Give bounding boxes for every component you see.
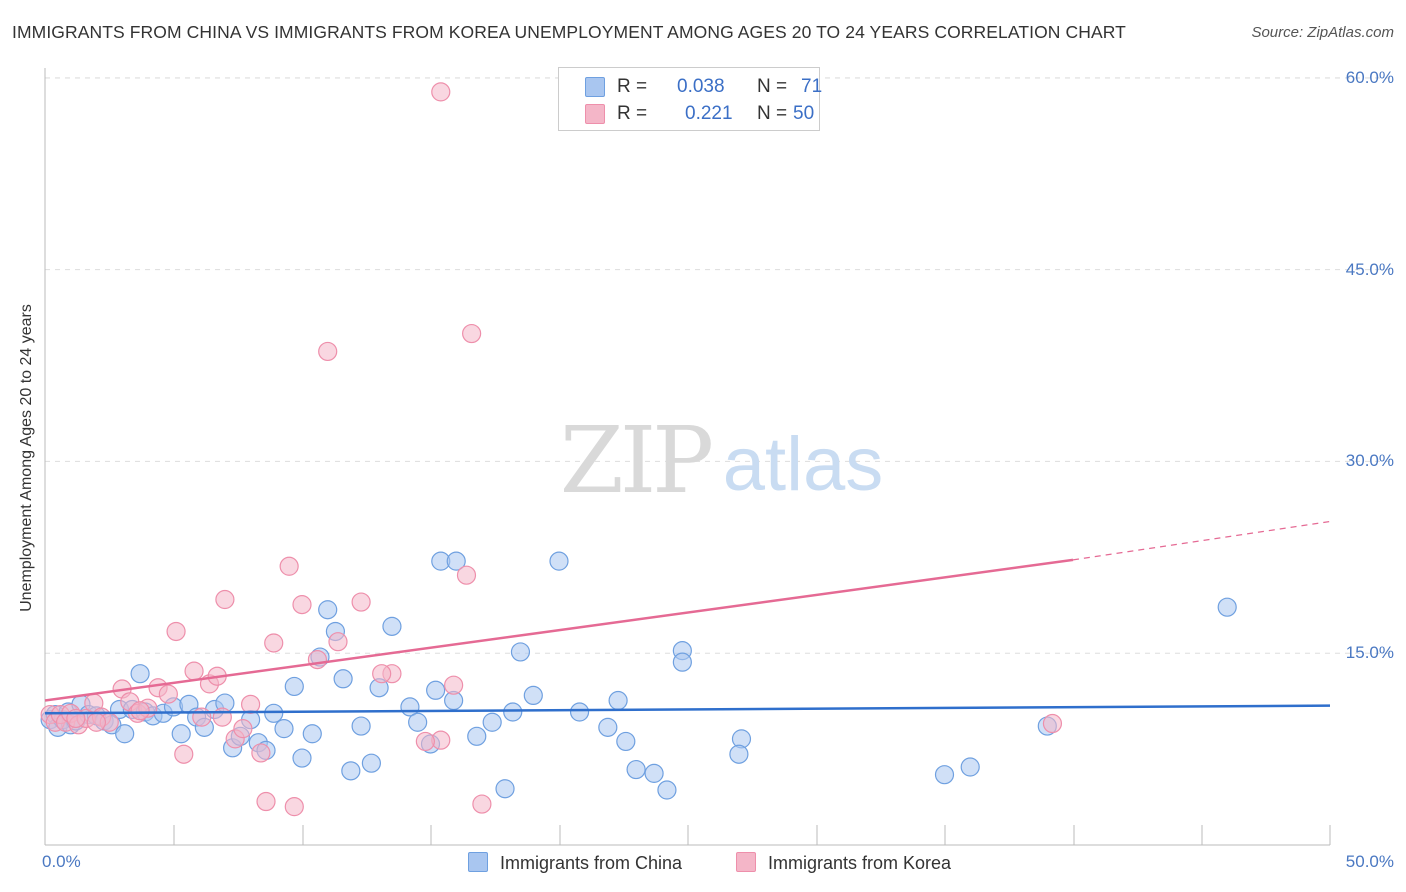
korea-point xyxy=(431,82,451,102)
bottom-legend-swatch-korea xyxy=(736,852,756,872)
china-point xyxy=(264,703,284,723)
china-point xyxy=(598,717,618,737)
x-tick-label-min: 0.0% xyxy=(42,852,81,871)
correlation-legend: R = 0.038 N = 71 R = 0.221 N = 50 xyxy=(558,67,823,131)
china-point xyxy=(382,616,402,636)
chart-title: IMMIGRANTS FROM CHINA VS IMMIGRANTS FROM… xyxy=(12,22,1126,42)
korea-point xyxy=(1042,713,1063,734)
china-point xyxy=(934,765,955,785)
china-point xyxy=(616,731,636,752)
korea-point xyxy=(318,341,338,362)
bottom-legend-label-korea: Immigrants from Korea xyxy=(768,853,952,873)
korea-point xyxy=(372,664,392,684)
korea-point xyxy=(307,649,328,670)
korea-point xyxy=(215,589,235,610)
china-point xyxy=(302,724,322,744)
korea-point xyxy=(86,712,107,732)
bottom-legend-china: Immigrants from China xyxy=(468,852,682,874)
legend-r-label: R = xyxy=(617,103,648,124)
china-point xyxy=(446,551,466,571)
china-point xyxy=(495,779,515,799)
gridlines xyxy=(45,77,1395,654)
china-point xyxy=(130,664,150,684)
bottom-legend-swatch-china xyxy=(468,852,488,872)
china-point xyxy=(351,716,371,736)
china-point xyxy=(549,551,569,571)
china-point xyxy=(569,702,590,722)
legend-n-label: N = xyxy=(757,76,788,97)
korea-trend-line xyxy=(44,558,1074,702)
china-point xyxy=(115,724,135,744)
china-point xyxy=(361,753,381,773)
china-point xyxy=(292,748,312,768)
korea-point xyxy=(462,323,482,344)
korea-point xyxy=(292,595,312,615)
korea-point xyxy=(351,592,371,612)
china-point xyxy=(960,757,980,777)
china-point xyxy=(318,600,338,620)
legend-swatch-china xyxy=(585,77,605,97)
china-point xyxy=(626,759,646,780)
x-tick-label-max: 50.0% xyxy=(1345,852,1394,871)
korea-point xyxy=(444,675,464,695)
chart-source: Source: ZipAtlas.com xyxy=(1251,24,1394,41)
korea-point xyxy=(241,694,261,714)
korea-point xyxy=(256,791,276,812)
korea-point xyxy=(184,661,204,681)
y-tick-label: 30.0% xyxy=(1345,451,1394,471)
korea-trend-extension xyxy=(1072,520,1331,561)
china-point xyxy=(333,669,353,689)
bottom-legend-label-china: Immigrants from China xyxy=(500,853,683,873)
korea-point xyxy=(264,633,284,653)
china-point xyxy=(608,690,628,711)
korea-point xyxy=(284,797,304,817)
china-point xyxy=(503,702,523,722)
y-tick-label: 60.0% xyxy=(1345,67,1394,87)
china-trend-line xyxy=(44,704,1331,715)
china-point xyxy=(408,712,428,732)
china-point xyxy=(657,780,677,800)
legend-n-label: N = xyxy=(757,103,788,124)
korea-point xyxy=(456,565,477,585)
korea-point xyxy=(472,794,492,814)
korea-point xyxy=(192,707,212,727)
china-point xyxy=(510,642,531,662)
y-tick-label: 45.0% xyxy=(1345,259,1394,279)
korea-point xyxy=(212,707,232,727)
china-point xyxy=(467,726,487,746)
watermark-atlas: atlas xyxy=(723,422,884,507)
china-point xyxy=(672,652,692,672)
y-tick-label: 15.0% xyxy=(1345,643,1394,663)
china-point xyxy=(341,761,361,781)
korea-point xyxy=(158,684,178,704)
bottom-legend-korea: Immigrants from Korea xyxy=(736,852,951,874)
korea-point xyxy=(233,719,253,739)
korea-point xyxy=(328,632,348,652)
korea-point xyxy=(279,556,299,576)
korea-points xyxy=(40,82,1063,817)
china-point xyxy=(426,680,446,700)
china-point xyxy=(482,712,502,732)
trend-lines xyxy=(44,520,1331,715)
legend-r-value: 0.038 xyxy=(677,76,725,97)
china-point xyxy=(1217,597,1237,617)
legend-n-value: 50 xyxy=(793,103,815,124)
korea-point xyxy=(166,621,186,642)
china-point xyxy=(274,719,294,739)
legend-swatch-korea xyxy=(585,104,605,124)
korea-point xyxy=(251,743,271,763)
korea-point xyxy=(415,731,435,752)
legend-n-value: 71 xyxy=(801,76,823,97)
china-point xyxy=(729,744,749,764)
china-point xyxy=(171,724,191,744)
korea-point xyxy=(174,744,194,764)
china-point xyxy=(644,763,664,783)
watermark-zip: ZIP xyxy=(560,407,711,514)
legend-r-value: 0.221 xyxy=(685,103,733,124)
legend-r-label: R = xyxy=(617,76,648,97)
china-point xyxy=(523,685,543,706)
china-point xyxy=(284,676,304,697)
korea-point xyxy=(130,701,150,721)
